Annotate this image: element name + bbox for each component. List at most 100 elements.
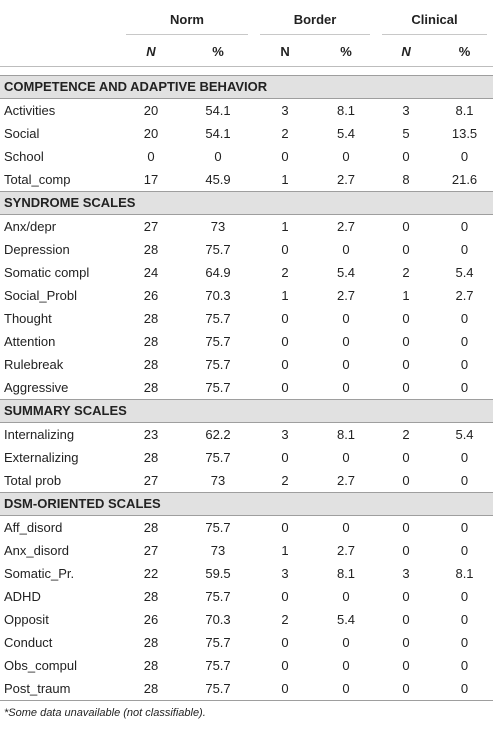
row-label: Aggressive — [4, 380, 69, 395]
cell-value: 0 — [281, 334, 289, 349]
cell-value: 0 — [376, 677, 437, 701]
table-row: Total_comp 17 45.9 1 2.7 8 21.6 — [0, 168, 493, 192]
cell-value: 0 — [460, 450, 469, 465]
cell-value: 3 — [281, 427, 289, 442]
cell-value: 54.1 — [205, 126, 231, 141]
table-row: Obs_compul 28 75.7 0 0 0 0 — [0, 654, 493, 677]
cell-value: 20 — [143, 103, 159, 118]
cell-value: 2 — [402, 427, 410, 442]
table-row: Conduct 28 75.7 0 0 0 0 — [0, 631, 493, 654]
cell-value: 0 — [460, 242, 469, 257]
cell-value: 3 — [281, 103, 289, 118]
cell-value: 0 — [402, 149, 410, 164]
row-label: Social_Probl — [4, 288, 77, 303]
cell-value: 70.3 — [205, 288, 231, 303]
cell-value: 24 — [143, 265, 159, 280]
cell-value: 3 — [402, 566, 410, 581]
cell-value: 22 — [143, 566, 159, 581]
cell-value: 75.7 — [205, 334, 231, 349]
cell-value: 0 — [402, 473, 410, 488]
cell-value: 1 — [281, 219, 289, 234]
table-row: Activities 20 54.1 3 8.1 3 8.1 — [0, 99, 493, 123]
cell-value: 28 — [143, 450, 159, 465]
section-title: SYNDROME SCALES — [0, 191, 493, 215]
cell-value: 2 — [281, 473, 289, 488]
cell-value: 0 — [402, 311, 410, 326]
cell-value: 0 — [402, 334, 410, 349]
cell-value: 0 — [342, 357, 350, 372]
cell-value: 45.9 — [205, 172, 231, 187]
cell-value: 1 — [281, 543, 289, 558]
table-body: COMPETENCE AND ADAPTIVE BEHAVIOR Activiti… — [0, 75, 493, 701]
cell-value: 0 — [460, 543, 469, 558]
section-title: DSM-ORIENTED SCALES — [0, 492, 493, 516]
cell-value: 27 — [143, 543, 159, 558]
cell-value: 20 — [143, 126, 159, 141]
cell-value: 3 — [281, 566, 289, 581]
row-label: Social — [4, 126, 40, 141]
cell-value: 0 — [342, 380, 350, 395]
cell-value: 0 — [402, 635, 410, 650]
subheader-clinical-pct: % — [436, 37, 493, 67]
cell-value: 0 — [281, 450, 289, 465]
row-label: Post_traum — [0, 677, 120, 701]
cell-value: 28 — [143, 520, 159, 535]
cell-value: 0 — [402, 380, 410, 395]
row-label: Somatic_Pr. — [4, 566, 75, 581]
cell-value: 28 — [143, 311, 159, 326]
cell-value: 28 — [143, 589, 159, 604]
cell-value: 0 — [436, 677, 493, 701]
section-header-row: SUMMARY SCALES — [0, 399, 493, 423]
section-header-row: COMPETENCE AND ADAPTIVE BEHAVIOR — [0, 75, 493, 99]
cell-value: 0 — [214, 149, 222, 164]
section-header-row: DSM-ORIENTED SCALES — [0, 492, 493, 516]
row-label: Activities — [4, 103, 56, 118]
cell-value: 75.7 — [205, 520, 231, 535]
cell-value: 5.4 — [336, 126, 356, 141]
cell-value: 0 — [460, 357, 469, 372]
cell-value: 2.7 — [336, 543, 356, 558]
cell-value: 75.7 — [205, 658, 231, 673]
table-row: Post_traum 28 75.7 0 0 0 0 — [0, 677, 493, 701]
table-row: Rulebreak 28 75.7 0 0 0 0 — [0, 353, 493, 376]
cell-value: 0 — [460, 520, 469, 535]
cell-value: 0 — [402, 589, 410, 604]
table-row: Social_Probl 26 70.3 1 2.7 1 2.7 — [0, 284, 493, 307]
cell-value: 8.1 — [455, 566, 474, 581]
cell-value: 0 — [402, 520, 410, 535]
cell-value: 0 — [460, 334, 469, 349]
cell-value: 75.7 — [182, 677, 255, 701]
cell-value: 28 — [143, 635, 159, 650]
cell-value: 0 — [342, 520, 350, 535]
table-row: Depression 28 75.7 0 0 0 0 — [0, 238, 493, 261]
cell-value: 0 — [402, 612, 410, 627]
subheader-clinical-n: N — [376, 37, 437, 67]
group-header-norm: Norm — [120, 0, 254, 37]
cell-value: 26 — [143, 288, 159, 303]
cell-value: 13.5 — [451, 126, 478, 141]
cell-value: 3 — [402, 103, 410, 118]
cell-value: 0 — [460, 589, 469, 604]
cell-value: 5.4 — [455, 265, 474, 280]
cell-value: 0 — [254, 677, 317, 701]
cell-value: 2.7 — [455, 288, 474, 303]
cell-value: 17 — [143, 172, 159, 187]
cell-value: 1 — [402, 288, 410, 303]
cell-value: 0 — [460, 635, 469, 650]
row-label: Anx/depr — [4, 219, 57, 234]
cell-value: 27 — [143, 219, 159, 234]
cell-value: 75.7 — [205, 242, 231, 257]
cell-value: 73 — [210, 219, 226, 234]
row-label: School — [4, 149, 44, 164]
table-row: School 0 0 0 0 0 0 — [0, 145, 493, 168]
cell-value: 54.1 — [205, 103, 231, 118]
cell-value: 0 — [147, 149, 155, 164]
row-label: Total prob — [4, 473, 62, 488]
corner-cell — [0, 0, 120, 37]
cell-value: 0 — [281, 380, 289, 395]
cell-value: 28 — [143, 658, 159, 673]
cell-value: 0 — [342, 589, 350, 604]
results-table: Norm Border Clinical N % N % N % COMPETE… — [0, 0, 493, 701]
row-label: Anx_disord — [4, 543, 70, 558]
row-label: Rulebreak — [4, 357, 64, 372]
